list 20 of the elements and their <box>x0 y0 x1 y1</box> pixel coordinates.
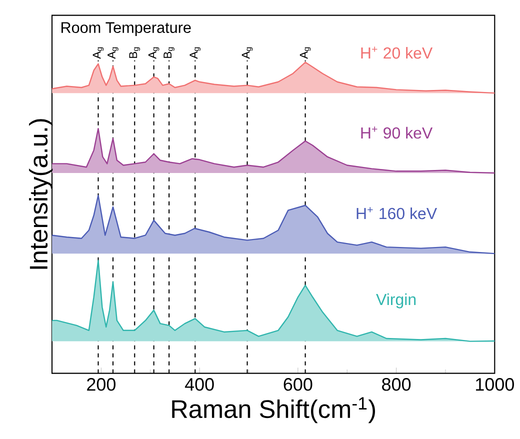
series-label: Virgin <box>376 293 416 308</box>
x-tick-label: 800 <box>382 378 411 391</box>
x-axis-title: Raman Shift(cm$^{-1}$) <box>172 397 375 424</box>
ref-line-label: B$_{g}$ <box>129 47 140 58</box>
series-label: H$^{+}$ 90 keV <box>361 126 433 139</box>
ref-line-label: A$_{g}$ <box>108 47 118 59</box>
ref-line-label: A$_{g}$ <box>92 47 104 59</box>
ref-line-label: A$_{g}$ <box>148 47 160 59</box>
x-tick-label: 600 <box>284 378 312 391</box>
x-tick-label: 200 <box>87 378 116 391</box>
y-axis-title: Intensity(a.u.) <box>29 119 53 269</box>
ref-line-label: A$_{g}$ <box>242 47 253 59</box>
ref-line-label: A$_{g}$ <box>190 47 201 59</box>
x-tick-label: 1000 <box>476 378 514 391</box>
text: Room Temperature <box>61 22 191 36</box>
series-label: H$^{+}$ 20 keV <box>361 46 433 59</box>
x-tick-label: 400 <box>184 378 214 391</box>
ref-line-label: A$_{g}$ <box>300 47 311 59</box>
ref-line-label: B$_{g}$ <box>164 47 174 58</box>
series-label: H$^{+}$ 160 keV <box>356 207 438 220</box>
